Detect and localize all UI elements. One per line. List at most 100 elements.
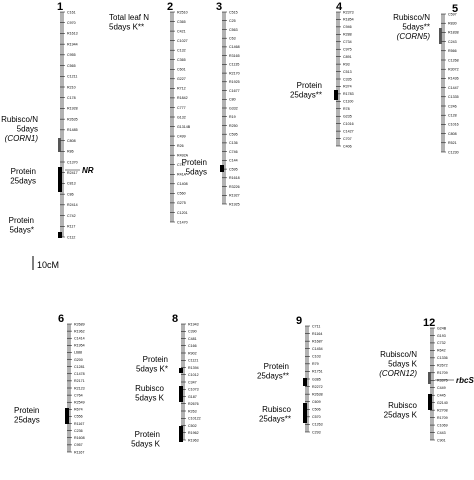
- marker-label: C513: [343, 70, 352, 74]
- marker-label: R2414: [67, 203, 78, 207]
- marker-label: C1281: [74, 365, 85, 369]
- marker-label: C506: [312, 408, 321, 412]
- qtl-label: Rubisco/N 5days** (CORN5): [393, 13, 430, 41]
- marker-label: R2635: [67, 117, 78, 121]
- chromosome-number: 5: [452, 3, 458, 15]
- marker-label: C421: [177, 29, 186, 33]
- marker-label: C813: [67, 182, 76, 186]
- marker-label: C1027: [177, 39, 188, 43]
- marker-label: C502: [188, 424, 197, 428]
- marker-label: G2140: [437, 401, 448, 405]
- marker-label: C1468: [229, 45, 240, 49]
- marker-label: C570: [312, 415, 321, 419]
- marker-label: C1121: [188, 359, 198, 363]
- marker-label: C1454: [312, 347, 323, 351]
- marker-label: R250: [229, 124, 238, 128]
- marker-label: R263: [188, 409, 197, 413]
- qtl-label: Rubisco/N 5days K (CORN12): [379, 350, 417, 378]
- marker-label: C449: [437, 386, 446, 390]
- qtl-bar: [58, 138, 61, 152]
- qtl-bar: [58, 232, 62, 238]
- marker-label: G200: [74, 358, 83, 362]
- marker-label: C515: [229, 10, 238, 14]
- marker-label: C1677: [229, 89, 240, 93]
- marker-label: R492A: [177, 153, 189, 157]
- marker-label: R2171: [74, 379, 85, 383]
- marker-label: R3165: [229, 54, 240, 58]
- chromosome-number: 12: [423, 317, 435, 329]
- qtl-bar: [179, 386, 183, 402]
- marker-label: R2672: [437, 364, 448, 368]
- qtl-label: Protein 5days: [182, 158, 207, 177]
- marker-label: R1485: [67, 128, 78, 132]
- marker-label: R1167: [74, 422, 84, 426]
- marker-label: C1012: [188, 373, 199, 377]
- marker-label: R1925: [229, 202, 240, 206]
- marker-label: C1201: [177, 211, 188, 215]
- marker-label: R1613: [67, 32, 78, 36]
- qtl-label: Protein 25days: [14, 406, 40, 425]
- chromosome-number: 4: [336, 1, 343, 13]
- marker-label: C365: [177, 20, 186, 24]
- qtl-bar: [303, 378, 307, 386]
- marker-label: R1838: [448, 31, 459, 35]
- marker-label: C1370: [67, 160, 78, 164]
- marker-label: C955: [67, 53, 76, 57]
- qtl-label: Protein 5days*: [9, 216, 34, 235]
- marker-label: R117: [67, 225, 75, 229]
- marker-label: C132: [177, 48, 186, 52]
- marker-label: C246: [448, 104, 457, 108]
- marker-label: C1335: [448, 95, 459, 99]
- marker-label: C601: [177, 68, 186, 72]
- marker-label: R902: [188, 351, 197, 355]
- marker-label: R1709: [437, 371, 448, 375]
- marker-label: C1414: [74, 337, 85, 341]
- marker-label: C1447: [448, 86, 459, 90]
- qtl-bar: [179, 368, 183, 373]
- marker-label: C891: [343, 55, 352, 59]
- marker-label: R2689: [74, 322, 85, 326]
- qtl-label: Protein 5days K*: [136, 355, 168, 374]
- marker-label: C742: [67, 214, 76, 218]
- marker-label: C1135: [229, 63, 239, 67]
- marker-label: C347: [188, 380, 197, 384]
- marker-label: R1962: [74, 329, 85, 333]
- marker-label: R1842: [177, 96, 188, 100]
- marker-label: G132: [177, 115, 186, 119]
- marker-label: C764: [74, 393, 83, 397]
- marker-label: C734: [343, 40, 352, 44]
- marker-label: L688: [74, 351, 82, 355]
- marker-label: R1751: [312, 370, 323, 374]
- marker-label: C1268: [448, 58, 459, 62]
- marker-label: R1954: [74, 344, 85, 348]
- marker-label: R1962: [188, 431, 199, 435]
- chromosome-6: 6 R2689 R1962 C1414 R1954 L688 G200 C1281 C1478 R…: [14, 313, 85, 454]
- marker-label: C10122: [188, 417, 201, 421]
- marker-label: R712: [177, 87, 186, 91]
- marker-label: C144: [229, 159, 238, 163]
- marker-label: R2638: [312, 392, 323, 396]
- marker-label: C957: [74, 443, 83, 447]
- chromosome-number: 6: [58, 313, 64, 325]
- scale-bar: 10cM: [32, 256, 59, 270]
- marker-label: C556: [74, 415, 83, 419]
- marker-label: C1069: [437, 423, 448, 427]
- marker-label: C808: [448, 132, 457, 136]
- marker-label: G275: [177, 201, 186, 205]
- marker-label: C1427: [343, 129, 354, 133]
- qtl-bar: [334, 90, 338, 100]
- marker-label: C128: [448, 114, 457, 118]
- marker-label: C481: [188, 337, 197, 341]
- marker-label: R1783: [343, 92, 354, 96]
- chromosome-1: 1 C161 C970 R1613 R1944 C955 C565 C1211 R210 C178…: [1, 1, 94, 239]
- marker-label: R78: [343, 107, 350, 111]
- chromosome-number: 1: [57, 1, 63, 13]
- marker-label: R2417: [67, 171, 78, 175]
- marker-label: G235: [343, 115, 352, 119]
- marker-label: C136: [229, 141, 238, 145]
- marker-label: R2708: [437, 408, 448, 412]
- marker-label: R26: [177, 144, 184, 148]
- qtl-label: Rubisco/N 5days (CORN1): [1, 115, 38, 143]
- marker-label: R2272: [312, 385, 323, 389]
